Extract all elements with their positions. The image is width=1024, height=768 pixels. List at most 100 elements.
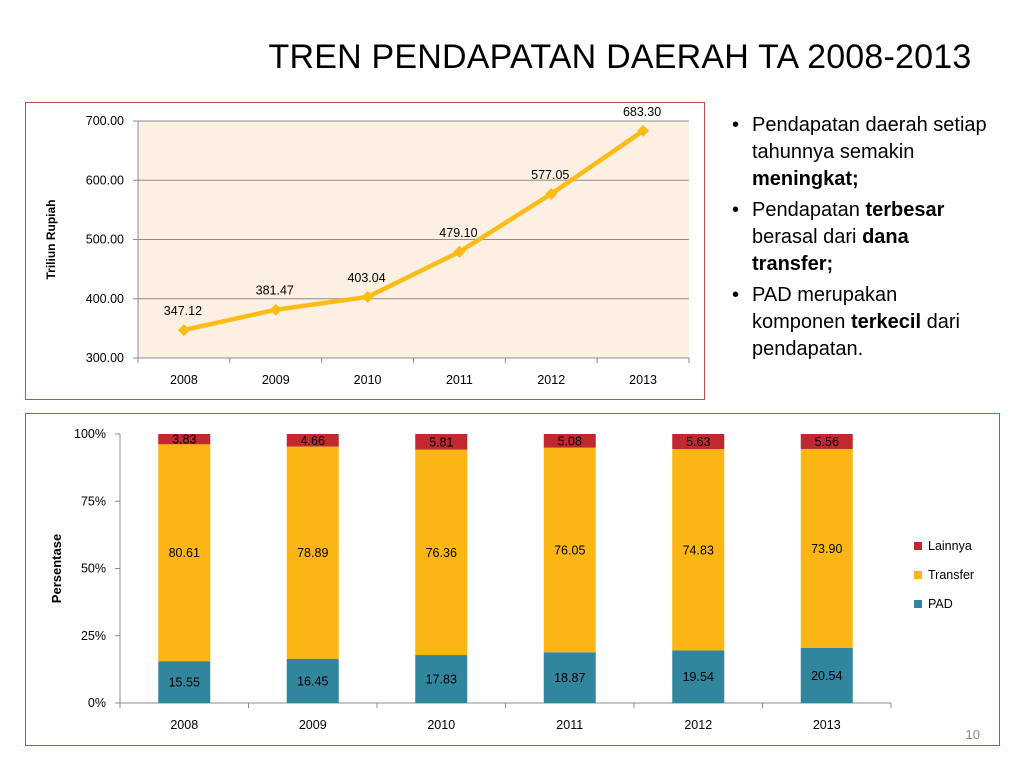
bar-segment-pad <box>800 647 853 703</box>
y-tick-label: 600.00 <box>86 173 124 187</box>
bar-segment-transfer <box>672 449 725 651</box>
bullet-text-bold: terbesar <box>865 199 945 221</box>
y-tick-label: 100% <box>74 427 106 441</box>
y-tick-label: 50% <box>81 562 106 576</box>
bar-segment-lainnya <box>158 434 211 445</box>
bullet-text: berasal dari <box>752 226 863 248</box>
line-chart-panel: 300.00 400.00 500.00 600.00 700.00 2008 2009 20… <box>25 102 705 400</box>
x-tick-label: 2012 <box>684 718 712 732</box>
stacked-bar-chart-panel: 0% 25% 50% 75% 100% Persentase 2008 15.55 80.61 3… <box>25 413 1000 746</box>
data-label: 4.66 <box>301 434 325 448</box>
x-tick-label: 2010 <box>354 373 382 387</box>
data-label: 78.89 <box>297 546 328 560</box>
y-tick-label: 300.00 <box>86 351 124 365</box>
bullet-text-bold: meningkat; <box>752 168 859 190</box>
bullet-list: • Pendapatan daerah setiap tahunnya semak… <box>730 112 990 367</box>
data-label: 16.45 <box>297 674 328 688</box>
bullet-dot-icon: • <box>732 284 740 306</box>
data-point-marker <box>545 187 558 200</box>
legend-label: Lainnya <box>928 539 972 553</box>
bullet-text: PAD merupakan komponen <box>752 284 898 333</box>
bar-segment-pad <box>158 661 211 703</box>
y-tick-label: 25% <box>81 629 106 643</box>
data-label: 5.63 <box>686 435 710 449</box>
bullet-item: • PAD merupakan komponen terkecil dari pe… <box>730 282 990 363</box>
data-label: 5.08 <box>558 434 582 448</box>
legend-swatch-transfer <box>914 571 922 579</box>
bar-segment-transfer <box>800 448 853 648</box>
data-label: 76.36 <box>426 546 457 560</box>
slide-title: TREN PENDAPATAN DAERAH TA 2008-2013 <box>268 38 972 76</box>
data-label: 80.61 <box>169 546 200 560</box>
data-label: 683.30 <box>623 105 661 119</box>
data-label: 577.05 <box>531 168 569 182</box>
x-tick-label: 2011 <box>446 373 473 387</box>
data-label: 73.90 <box>811 542 842 556</box>
data-point-marker <box>361 290 374 303</box>
data-label: 381.47 <box>256 284 294 298</box>
bullet-item: • Pendapatan daerah setiap tahunnya semak… <box>730 112 990 193</box>
data-label: 19.54 <box>683 670 714 684</box>
data-label: 347.12 <box>164 304 202 318</box>
legend-swatch-lainnya <box>914 542 922 550</box>
data-label: 15.55 <box>169 676 200 690</box>
bullet-text: Pendapatan <box>752 199 866 221</box>
data-point-marker <box>637 124 650 137</box>
x-tick-label: 2011 <box>556 718 583 732</box>
bullet-dot-icon: • <box>732 114 740 136</box>
data-label: 17.83 <box>426 673 457 687</box>
bullet-item: • Pendapatan terbesar berasal dari dana t… <box>730 197 990 278</box>
data-point-marker <box>177 324 190 337</box>
data-point-marker <box>453 245 466 258</box>
bullet-text-bold: terkecil <box>850 311 922 333</box>
data-label: 20.54 <box>811 669 842 683</box>
data-label: 18.87 <box>554 671 585 685</box>
legend-swatch-pad <box>914 600 922 608</box>
bar-segment-transfer <box>543 447 596 653</box>
bar-segment-transfer <box>158 444 211 662</box>
page-number: 10 <box>965 727 980 742</box>
bullet-dot-icon: • <box>732 199 740 221</box>
bar-segment-pad <box>286 658 339 703</box>
data-point-marker <box>269 303 282 316</box>
legend-label: Transfer <box>928 568 974 582</box>
bullet-text: dari pendapatan. <box>752 311 960 360</box>
legend-label: PAD <box>928 597 953 611</box>
bar-segment-lainnya <box>415 434 468 450</box>
bar-segment-transfer <box>415 449 468 656</box>
y-tick-label: 400.00 <box>86 292 124 306</box>
bar-segment-lainnya <box>543 434 596 448</box>
bullet-text-bold: dana transfer; <box>752 226 909 275</box>
y-tick-label: 700.00 <box>86 114 124 128</box>
x-tick-label: 2009 <box>262 373 290 387</box>
y-tick-label: 0% <box>88 696 106 710</box>
bar-segment-pad <box>672 650 725 703</box>
data-label: 3.83 <box>172 433 196 447</box>
line-chart: 300.00 400.00 500.00 600.00 700.00 2008 2009 20… <box>44 105 690 387</box>
y-axis-title: Persentase <box>49 534 64 603</box>
bar-segment-lainnya <box>800 434 853 449</box>
data-label: 403.04 <box>347 271 385 285</box>
y-tick-label: 500.00 <box>86 233 124 247</box>
bar-segment-pad <box>543 652 596 703</box>
bar-segment-lainnya <box>286 434 339 447</box>
data-label: 5.56 <box>815 435 839 449</box>
stacked-bar-chart: 0% 25% 50% 75% 100% Persentase 2008 15.55 80.61 3… <box>49 427 974 732</box>
bullet-text: Pendapatan daerah setiap tahunnya semaki… <box>752 114 987 163</box>
x-tick-label: 2013 <box>629 373 657 387</box>
bar-segment-transfer <box>286 446 339 659</box>
bar-segment-pad <box>415 655 468 703</box>
bar-segment-lainnya <box>672 434 725 450</box>
data-label: 5.81 <box>429 435 453 449</box>
data-label: 479.10 <box>439 226 477 240</box>
data-label: 74.83 <box>683 543 714 557</box>
x-tick-label: 2008 <box>170 373 198 387</box>
y-axis-title: Triliun Rupiah <box>44 200 58 280</box>
x-tick-label: 2008 <box>170 718 198 732</box>
x-tick-label: 2009 <box>299 718 327 732</box>
data-label: 76.05 <box>554 543 585 557</box>
y-tick-label: 75% <box>81 494 106 508</box>
x-tick-label: 2010 <box>427 718 455 732</box>
x-tick-label: 2013 <box>813 718 841 732</box>
x-tick-label: 2012 <box>537 373 565 387</box>
